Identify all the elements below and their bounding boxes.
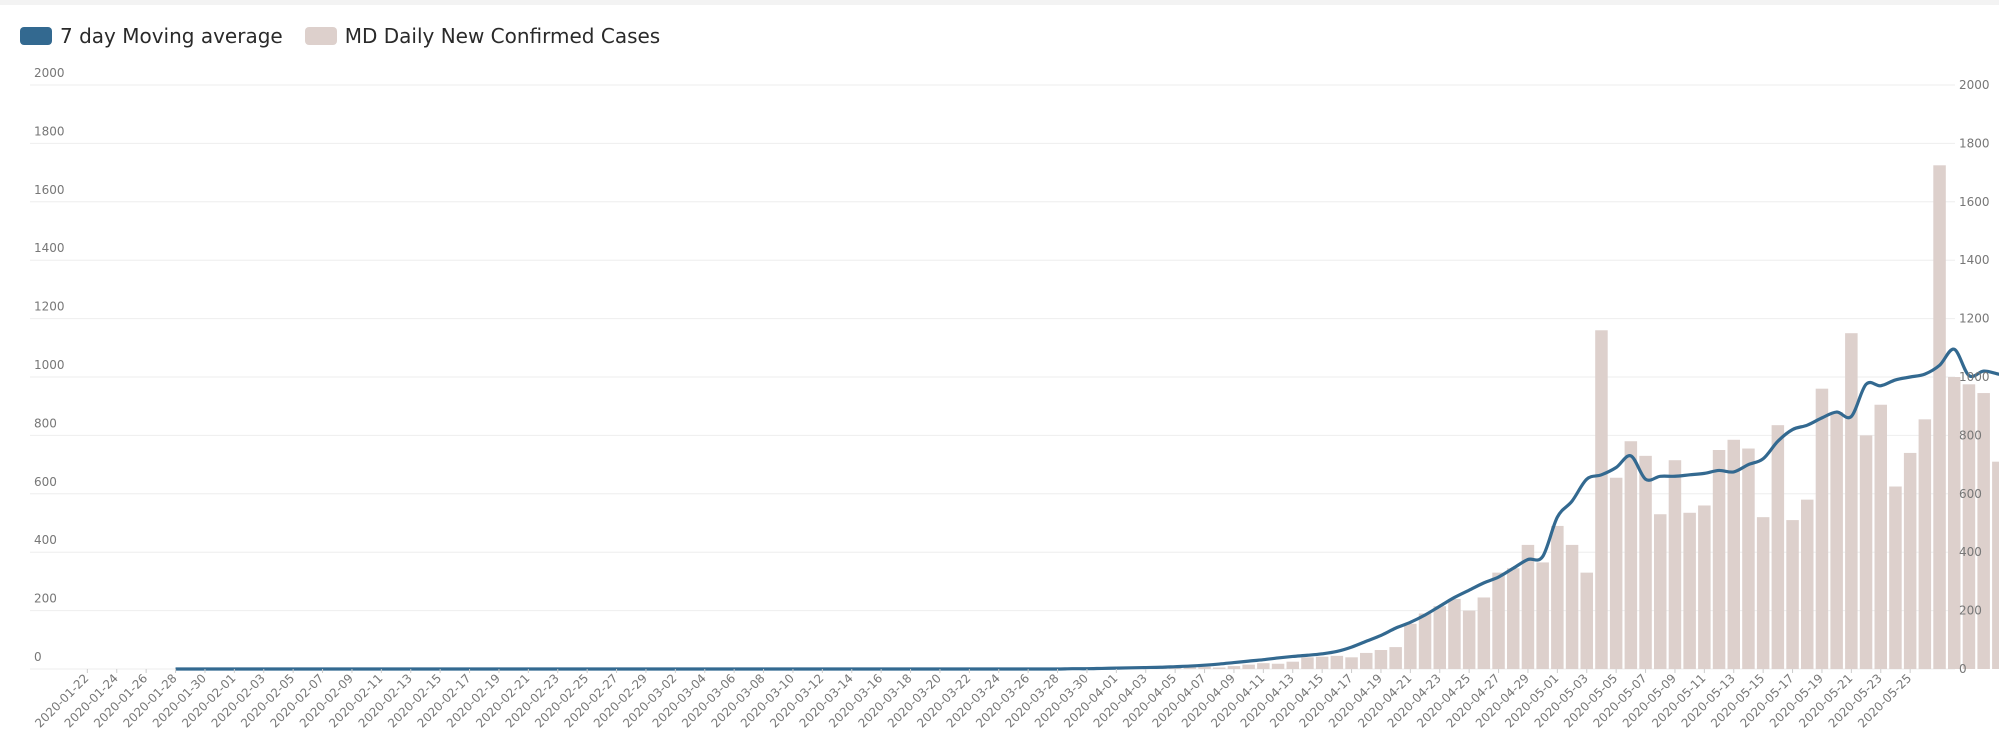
bar-128[interactable] — [1962, 384, 1976, 669]
bar-97[interactable] — [1507, 568, 1520, 669]
y-right-tick-800: 800 — [1959, 428, 1982, 442]
y-right-tick-1400: 1400 — [1959, 253, 1990, 267]
y-left-tick-0: 0 — [34, 650, 42, 664]
bar-94[interactable] — [1462, 610, 1476, 669]
bar-79[interactable] — [1242, 664, 1255, 669]
y-right-tick-1200: 1200 — [1959, 312, 1990, 326]
bar-89[interactable] — [1389, 647, 1402, 669]
moving-average-series — [175, 347, 1999, 671]
bar-121[interactable] — [1859, 435, 1873, 669]
bar-103[interactable] — [1595, 330, 1608, 669]
y-left-tick-800: 800 — [34, 416, 57, 430]
bar-102[interactable] — [1580, 572, 1594, 669]
bar-88[interactable] — [1374, 650, 1388, 669]
y-right-tick-1800: 1800 — [1959, 136, 1990, 150]
y-axis-left: 0 200 400 600 800 1000 1200 1400 1600 1800 2000 — [34, 66, 65, 664]
legend-item-moving-average[interactable]: 7 day Moving average — [20, 24, 283, 48]
y-right-tick-1000: 1000 — [1959, 370, 1990, 384]
bar-91[interactable] — [1418, 613, 1432, 669]
bar-90[interactable] — [1404, 623, 1417, 669]
bar-108[interactable] — [1668, 460, 1682, 669]
x-axis: 2020-01-222020-01-242020-01-262020-01-28… — [32, 669, 1914, 730]
bar-105[interactable] — [1624, 441, 1638, 669]
y-left-tick-400: 400 — [34, 533, 57, 547]
bar-96[interactable] — [1492, 572, 1505, 669]
y-right-tick-400: 400 — [1959, 545, 1982, 559]
bar-122[interactable] — [1874, 404, 1888, 669]
bar-116[interactable] — [1786, 520, 1799, 669]
daily-cases-label: MD Daily New Confirmed Cases — [344, 24, 661, 48]
bar-111[interactable] — [1712, 450, 1726, 669]
bar-95[interactable] — [1477, 597, 1491, 669]
bar-84[interactable] — [1315, 656, 1329, 669]
y-left-tick-200: 200 — [34, 592, 57, 606]
bar-74[interactable] — [1168, 667, 1182, 669]
bar-93[interactable] — [1448, 598, 1461, 669]
bar-99[interactable] — [1536, 562, 1549, 669]
bar-series — [1139, 165, 1999, 670]
bar-101[interactable] — [1565, 544, 1579, 669]
moving-average-line[interactable] — [175, 347, 1999, 671]
bar-120[interactable] — [1845, 333, 1858, 669]
bar-104[interactable] — [1609, 477, 1623, 669]
bar-76[interactable] — [1198, 666, 1211, 669]
moving-average-label: 7 day Moving average — [60, 24, 283, 48]
legend-item-daily-cases[interactable]: MD Daily New Confirmed Cases — [304, 24, 661, 48]
moving-average-swatch — [20, 27, 52, 45]
bar-118[interactable] — [1815, 388, 1829, 669]
y-right-tick-200: 200 — [1959, 604, 1982, 618]
bar-124[interactable] — [1903, 452, 1917, 669]
bar-77[interactable] — [1213, 667, 1226, 669]
bar-78[interactable] — [1227, 666, 1241, 669]
bar-112[interactable] — [1727, 439, 1741, 669]
bar-110[interactable] — [1698, 505, 1711, 669]
bar-82[interactable] — [1286, 661, 1300, 669]
y-left-tick-1800: 1800 — [34, 124, 65, 138]
bar-130[interactable] — [1992, 461, 1999, 669]
y-right-tick-2000: 2000 — [1959, 78, 1990, 92]
bar-115[interactable] — [1771, 425, 1785, 669]
bar-87[interactable] — [1360, 652, 1373, 669]
bar-92[interactable] — [1433, 606, 1447, 669]
bar-98[interactable] — [1521, 544, 1535, 669]
bar-113[interactable] — [1742, 448, 1755, 669]
bar-107[interactable] — [1654, 514, 1667, 669]
y-right-tick-1600: 1600 — [1959, 195, 1990, 209]
y-left-tick-600: 600 — [34, 475, 57, 489]
y-left-tick-1600: 1600 — [34, 183, 65, 197]
bar-86[interactable] — [1345, 657, 1358, 669]
bar-109[interactable] — [1683, 512, 1696, 669]
bar-119[interactable] — [1830, 412, 1843, 669]
bar-80[interactable] — [1257, 663, 1270, 669]
daily-cases-swatch — [304, 27, 337, 45]
y-left-tick-2000: 2000 — [34, 66, 65, 80]
bar-100[interactable] — [1551, 525, 1564, 669]
top-divider — [0, 0, 1999, 5]
bar-85[interactable] — [1330, 655, 1344, 669]
bar-117[interactable] — [1801, 499, 1814, 669]
bar-129[interactable] — [1977, 393, 1990, 669]
bar-106[interactable] — [1639, 455, 1652, 669]
bar-114[interactable] — [1756, 517, 1770, 669]
bar-123[interactable] — [1889, 486, 1902, 670]
bar-83[interactable] — [1301, 657, 1314, 669]
bar-81[interactable] — [1271, 663, 1285, 669]
y-right-tick-600: 600 — [1959, 487, 1982, 501]
y-axis-right: 0 200 400 600 800 1000 1200 1400 1600 1800 2000 — [1959, 78, 1990, 676]
legend: 7 day Moving average MD Daily New Confir… — [20, 24, 660, 48]
bar-127[interactable] — [1948, 377, 1961, 669]
y-left-tick-1200: 1200 — [34, 300, 65, 314]
y-right-tick-0: 0 — [1959, 662, 1967, 676]
y-left-tick-1000: 1000 — [34, 358, 65, 372]
bar-75[interactable] — [1183, 667, 1197, 669]
y-left-tick-1400: 1400 — [34, 241, 65, 255]
bar-125[interactable] — [1918, 419, 1932, 669]
bar-126[interactable] — [1933, 165, 1946, 670]
